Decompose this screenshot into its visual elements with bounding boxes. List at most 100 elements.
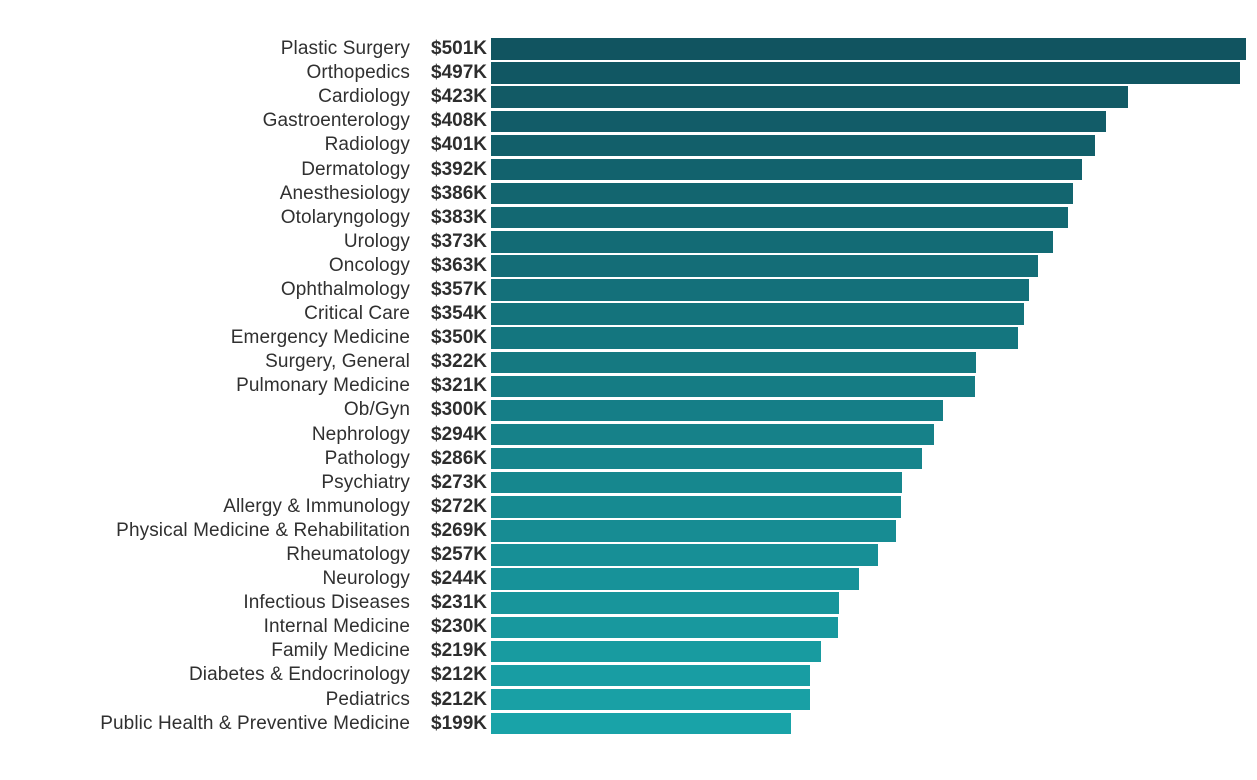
chart-row: Nephrology $294K xyxy=(0,423,1246,447)
specialty-label: Physical Medicine & Rehabilitation xyxy=(116,519,410,541)
salary-value: $423K xyxy=(431,86,487,108)
bar-track xyxy=(491,496,1246,518)
salary-value: $501K xyxy=(431,38,487,60)
bar-track xyxy=(491,544,1246,566)
chart-row: Pediatrics $212K xyxy=(0,688,1246,712)
salary-bar xyxy=(491,496,901,518)
salary-bar xyxy=(491,375,975,398)
salary-bar xyxy=(491,110,1106,133)
bar-track xyxy=(491,712,1246,735)
salary-bar xyxy=(491,399,944,422)
salary-bar xyxy=(491,303,1025,325)
bar-track xyxy=(491,447,1246,470)
salary-bar xyxy=(491,134,1096,157)
salary-value: $300K xyxy=(431,399,487,421)
salary-bar xyxy=(491,520,897,542)
salary-value: $497K xyxy=(431,62,487,84)
salary-bar xyxy=(491,158,1082,181)
specialty-label: Radiology xyxy=(324,134,410,156)
chart-row: Orthopedics $497K xyxy=(0,61,1246,85)
specialty-label: Infectious Diseases xyxy=(243,592,410,614)
chart-row: Gastroenterology $408K xyxy=(0,109,1246,133)
bar-track xyxy=(491,327,1246,349)
bar-track xyxy=(491,664,1246,687)
chart-row: Oncology $363K xyxy=(0,254,1246,278)
salary-value: $273K xyxy=(431,471,487,493)
chart-row: Physical Medicine & Rehabilitation $269K xyxy=(0,519,1246,543)
chart-rows: Plastic Surgery $501K Orthopedics $497K … xyxy=(0,37,1246,736)
salary-bar xyxy=(491,182,1073,205)
chart-row: Ob/Gyn $300K xyxy=(0,398,1246,422)
chart-row: Family Medicine $219K xyxy=(0,639,1246,663)
chart-row: Rheumatology $257K xyxy=(0,543,1246,567)
specialty-label: Pulmonary Medicine xyxy=(236,375,410,397)
chart-row: Allergy & Immunology $272K xyxy=(0,495,1246,519)
specialty-label: Plastic Surgery xyxy=(280,38,410,60)
specialty-label: Surgery, General xyxy=(265,351,410,373)
chart-row: Public Health & Preventive Medicine $199… xyxy=(0,712,1246,736)
bar-track xyxy=(491,38,1246,60)
bar-track xyxy=(491,303,1246,325)
salary-value: $244K xyxy=(431,568,487,590)
bar-track xyxy=(491,158,1246,181)
specialty-label: Pediatrics xyxy=(325,688,410,710)
salary-bar xyxy=(491,712,791,735)
chart-row: Critical Care $354K xyxy=(0,302,1246,326)
specialty-label: Allergy & Immunology xyxy=(223,495,410,517)
chart-row: Pulmonary Medicine $321K xyxy=(0,374,1246,398)
salary-value: $212K xyxy=(431,688,487,710)
salary-bar xyxy=(491,640,822,663)
salary-bar xyxy=(491,255,1039,277)
bar-track xyxy=(491,688,1246,711)
specialty-label: Nephrology xyxy=(311,423,410,445)
bar-track xyxy=(491,399,1246,422)
specialty-label: Otolaryngology xyxy=(280,206,410,228)
specialty-label: Diabetes & Endocrinology xyxy=(188,664,410,686)
bar-track xyxy=(491,255,1246,277)
salary-value: $401K xyxy=(431,134,487,156)
salary-bar xyxy=(491,688,811,711)
specialty-label: Dermatology xyxy=(301,158,410,180)
salary-value: $354K xyxy=(431,303,487,325)
salary-bar xyxy=(491,327,1019,349)
salary-value: $321K xyxy=(431,375,487,397)
bar-track xyxy=(491,640,1246,663)
bar-track xyxy=(491,134,1246,157)
salary-value: $373K xyxy=(431,230,487,252)
salary-value: $219K xyxy=(431,640,487,662)
specialty-label: Orthopedics xyxy=(306,62,410,84)
specialty-label: Cardiology xyxy=(318,86,410,108)
salary-bar xyxy=(491,38,1246,60)
bar-track xyxy=(491,351,1246,374)
bar-track xyxy=(491,592,1246,614)
specialty-label: Rheumatology xyxy=(286,544,410,566)
specialty-label: Family Medicine xyxy=(271,640,410,662)
chart-row: Dermatology $392K xyxy=(0,157,1246,181)
chart-row: Emergency Medicine $350K xyxy=(0,326,1246,350)
salary-bar xyxy=(491,664,811,687)
salary-bar xyxy=(491,86,1129,108)
bar-track xyxy=(491,206,1246,229)
salary-bar xyxy=(491,568,859,590)
salary-bar xyxy=(491,231,1054,253)
salary-value: $363K xyxy=(431,254,487,276)
chart-row: Infectious Diseases $231K xyxy=(0,591,1246,615)
salary-value: $212K xyxy=(431,664,487,686)
chart-row: Plastic Surgery $501K xyxy=(0,37,1246,61)
salary-bar xyxy=(491,423,935,446)
chart-row: Internal Medicine $230K xyxy=(0,615,1246,639)
salary-value: $231K xyxy=(431,592,487,614)
chart-row: Neurology $244K xyxy=(0,567,1246,591)
bar-track xyxy=(491,110,1246,133)
specialty-label: Critical Care xyxy=(304,303,410,325)
specialty-label: Pathology xyxy=(324,447,410,469)
chart-row: Psychiatry $273K xyxy=(0,471,1246,495)
salary-value: $199K xyxy=(431,712,487,734)
salary-value: $322K xyxy=(431,351,487,373)
salary-value: $294K xyxy=(431,423,487,445)
chart-row: Ophthalmology $357K xyxy=(0,278,1246,302)
salary-bar xyxy=(491,279,1029,301)
chart-row: Radiology $401K xyxy=(0,133,1246,157)
specialty-label: Ob/Gyn xyxy=(343,399,410,421)
